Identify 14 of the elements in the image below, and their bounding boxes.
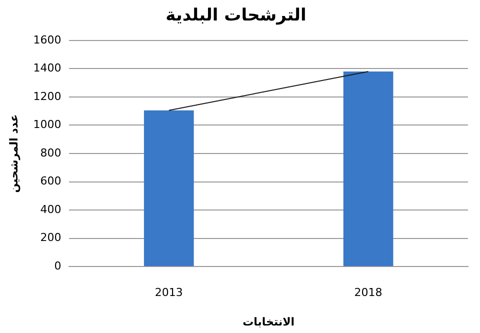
y-tick-label: 200 — [40, 231, 62, 244]
y-axis-title: عدد المرشحين — [7, 114, 20, 193]
x-tick-label: 2018 — [354, 286, 382, 300]
y-tick-label: 1200 — [33, 90, 62, 103]
y-tick-label: 1400 — [33, 62, 62, 75]
chart-title: الترشحات البلدية — [166, 6, 306, 26]
x-axis-title: الانتخابات — [242, 315, 295, 328]
y-tick-label: 800 — [40, 146, 62, 160]
y-tick-label: 600 — [40, 174, 62, 188]
x-tick-label: 2013 — [154, 286, 183, 300]
y-tick-label: 0 — [54, 259, 62, 272]
y-tick-label: 1000 — [33, 118, 62, 132]
y-tick-label: 400 — [40, 202, 62, 216]
y-tick-label: 1600 — [33, 33, 62, 46]
